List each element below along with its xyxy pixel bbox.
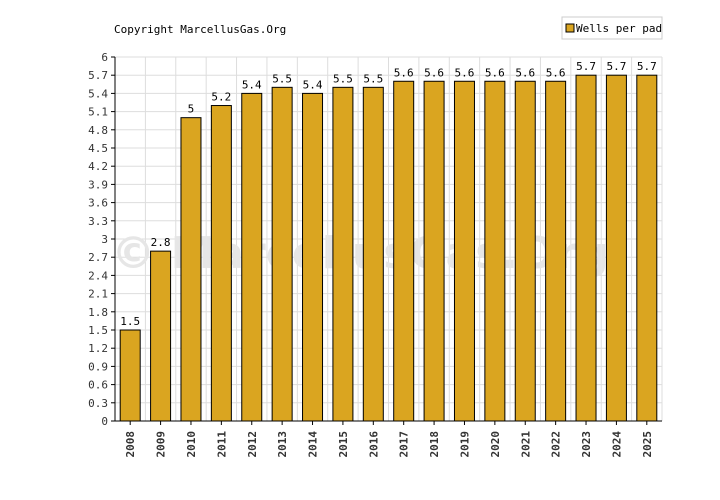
bar [119,329,141,422]
x-axis-ticks: 2008 2009 2010 2011 2012 2013 2014 2015 2016 2017… [124,421,654,458]
data-label: 5.7 [637,60,657,73]
data-labels: 1.5 2.8 5 5.2 5.4 5.5 5.4 5.5 5.5 5.6 5.6 5.6 5.6 5.6… [120,60,656,328]
legend-label: Wells per pad [576,22,662,35]
y-tick-label: 5.4 [88,87,108,100]
bar [575,74,597,422]
x-tick-label: 2011 [215,431,228,458]
data-label: 5 [188,103,195,116]
bar [210,105,232,422]
data-label: 5.6 [515,66,535,79]
data-label: 5.5 [272,72,292,85]
data-label: 5.5 [363,72,383,85]
y-tick-label: 4.2 [88,160,108,173]
y-tick-label: 0.9 [88,360,108,373]
copyright-text: Copyright MarcellusGas.Org [114,23,286,36]
bar [514,80,536,422]
data-label: 5.5 [333,72,353,85]
y-tick-label: 3.9 [88,178,108,191]
bar [636,74,658,422]
bar [150,250,172,422]
bar [332,86,354,422]
data-label: 5.7 [576,60,596,73]
data-label: 5.6 [546,66,566,79]
bar [453,80,475,422]
bar [545,80,567,422]
x-tick-label: 2018 [428,431,441,458]
data-label: 5.6 [455,66,475,79]
data-label: 5.6 [424,66,444,79]
x-tick-label: 2022 [550,431,563,458]
bar [180,117,202,422]
x-tick-label: 2025 [641,431,654,458]
y-tick-label: 1.8 [88,306,108,319]
bar [484,80,506,422]
x-tick-label: 2010 [185,431,198,458]
grid [114,56,663,422]
data-label: 5.7 [606,60,626,73]
bar [302,92,324,422]
bar [241,92,263,422]
x-tick-label: 2008 [124,431,137,458]
bar [393,80,415,422]
x-tick-label: 2014 [307,431,320,458]
bar [362,86,384,422]
y-tick-label: 0 [101,415,108,428]
y-axis-ticks: 0 0.3 0.6 0.9 1.2 1.5 1.8 2.1 2.4 2.7 3 3.3 3.6 3.9 4.… [88,51,115,428]
y-tick-label: 4.5 [88,142,108,155]
y-tick-label: 5.7 [88,69,108,82]
x-tick-label: 2021 [519,431,532,458]
data-label: 5.4 [242,78,262,91]
y-tick-label: 4.8 [88,124,108,137]
legend-box [561,16,663,40]
y-tick-label: 3 [101,233,108,246]
bars [119,74,658,422]
data-label: 1.5 [120,315,140,328]
x-tick-label: 2015 [337,431,350,458]
data-label: 5.6 [394,66,414,79]
bar [605,74,627,422]
x-tick-label: 2023 [580,431,593,458]
x-tick-label: 2013 [276,431,289,458]
y-tick-label: 0.6 [88,379,108,392]
y-tick-label: 3.3 [88,215,108,228]
y-tick-label: 1.5 [88,324,108,337]
y-tick-label: 5.1 [88,106,108,119]
y-tick-label: 2.7 [88,251,108,264]
data-label: 5.6 [485,66,505,79]
legend: Wells per pad [561,16,663,40]
bar [423,80,445,422]
y-tick-label: 0.3 [88,397,108,410]
data-label: 2.8 [151,236,171,249]
legend-swatch [565,23,575,33]
x-tick-label: 2017 [398,431,411,458]
x-tick-label: 2016 [367,431,380,458]
data-label: 5.4 [303,78,323,91]
y-tick-label: 3.6 [88,197,108,210]
x-tick-label: 2019 [458,431,471,458]
y-tick-label: 2.1 [88,288,108,301]
x-tick-label: 2012 [246,431,259,458]
y-tick-label: 1.2 [88,342,108,355]
x-tick-label: 2009 [155,431,168,458]
y-tick-label: 6 [101,51,108,64]
x-tick-label: 2024 [610,431,623,458]
y-tick-label: 2.4 [88,269,108,282]
data-label: 5.2 [211,91,231,104]
x-tick-label: 2020 [489,431,502,458]
bar [271,86,293,422]
